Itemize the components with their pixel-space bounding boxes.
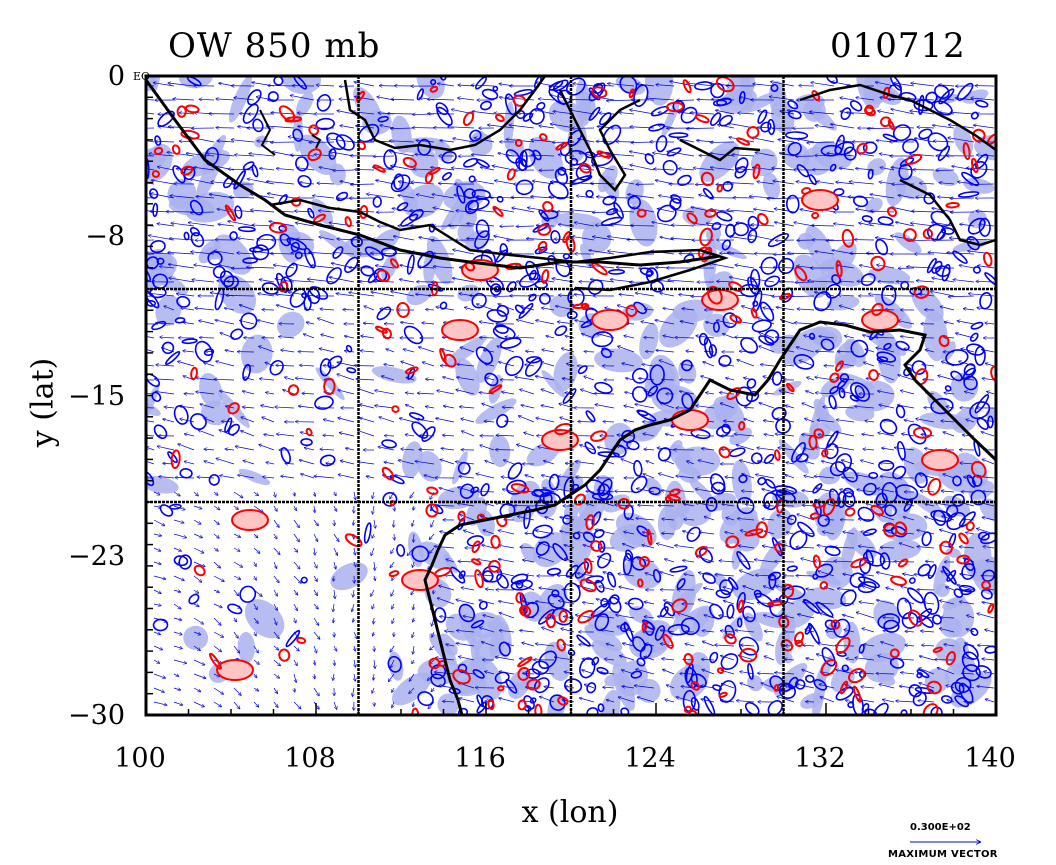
x-axis-label: x (lon)	[521, 795, 619, 830]
equator-marker-label: EQ	[133, 70, 151, 83]
axis-ticks	[145, 75, 997, 716]
y-tick-label: −23	[68, 541, 125, 572]
plot-title-date: 010712	[830, 26, 966, 66]
x-tick-label: 140	[964, 743, 1016, 774]
reference-vector-caption: MAXIMUM VECTOR	[888, 849, 998, 860]
x-tick-label: 116	[454, 743, 506, 774]
wind-vector-field	[146, 81, 995, 710]
negative-ow-shading	[146, 76, 996, 715]
y-tick-label: −8	[85, 221, 125, 252]
y-tick-label: 0	[107, 61, 125, 92]
plot-title-left: OW 850 mb	[168, 26, 381, 66]
x-tick-label: 124	[624, 743, 676, 774]
y-tick-label: −30	[68, 700, 125, 731]
lat-lon-grid	[146, 76, 996, 715]
y-tick-label: −15	[68, 381, 125, 412]
x-tick-label: 100	[114, 743, 166, 774]
y-axis-label: y (lat)	[25, 357, 61, 448]
coastline	[146, 76, 996, 715]
reference-vector-value: 0.300E+02	[910, 822, 971, 833]
x-tick-label: 132	[794, 743, 846, 774]
x-tick-label: 108	[284, 743, 336, 774]
